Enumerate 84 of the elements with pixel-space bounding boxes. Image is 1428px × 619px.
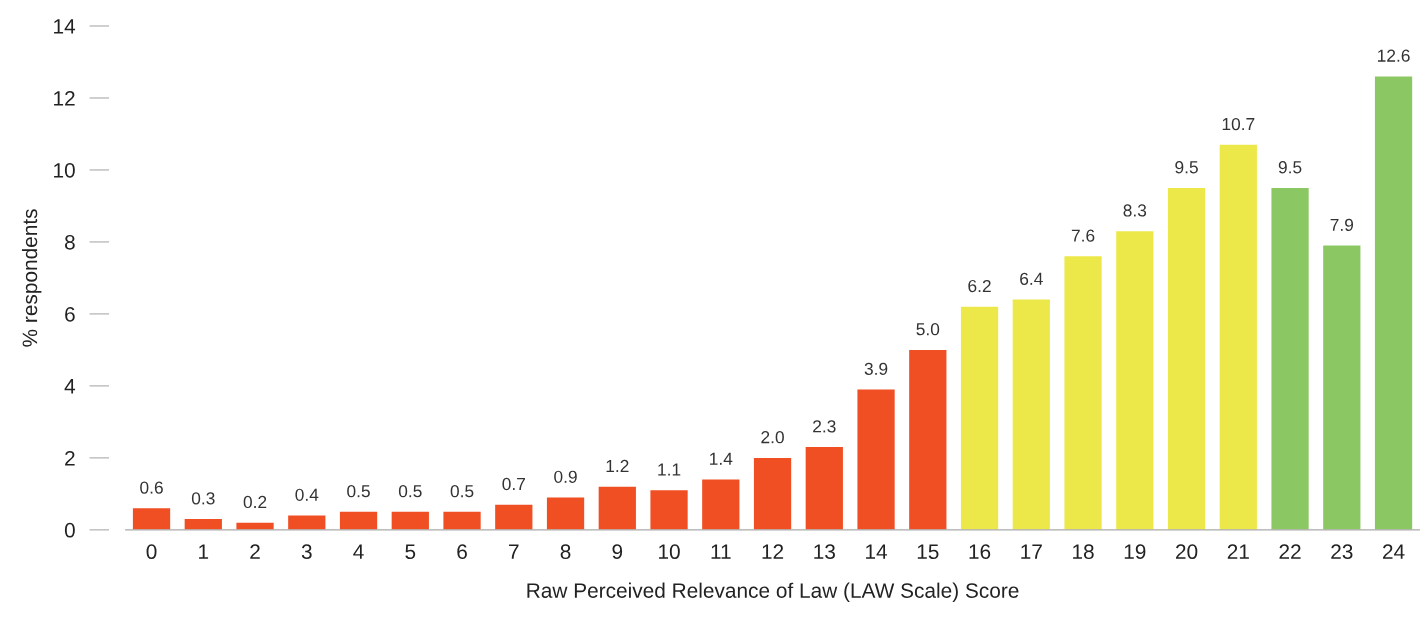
x-tick-label: 6 — [457, 544, 467, 560]
data-label: 0.7 — [502, 477, 525, 491]
x-tick-label: 2 — [250, 544, 260, 559]
data-label: 1.4 — [710, 452, 733, 465]
x-tick-label: 15 — [917, 544, 939, 560]
bar — [546, 497, 585, 530]
bar — [495, 504, 533, 530]
y-tick-label: 6 — [65, 306, 75, 322]
data-label: 1.1 — [658, 463, 681, 476]
bar — [702, 479, 740, 530]
bar — [339, 511, 378, 530]
bar — [1271, 187, 1309, 530]
y-tick-label: 14 — [54, 19, 76, 34]
x-tick-label: 10 — [659, 544, 680, 560]
bar — [1374, 76, 1413, 530]
bar — [443, 511, 481, 530]
x-tick-label: 17 — [1021, 544, 1042, 559]
data-label: 12.6 — [1377, 49, 1410, 62]
bar — [1219, 144, 1257, 530]
data-label: 5.0 — [916, 323, 940, 336]
data-label: 3.9 — [864, 362, 888, 375]
y-tick-label: 4 — [64, 379, 76, 394]
x-tick-label: 9 — [612, 544, 623, 560]
bar — [909, 349, 947, 530]
data-label: 0.4 — [295, 488, 319, 501]
y-axis-title: % respondents — [21, 209, 42, 347]
data-label: 0.9 — [554, 470, 577, 483]
bar — [184, 519, 222, 530]
x-tick-label: 13 — [814, 544, 835, 560]
data-label: 0.2 — [243, 495, 267, 509]
y-tick-label: 10 — [54, 162, 75, 178]
data-label: 9.5 — [1175, 161, 1198, 174]
x-tick-label: 16 — [969, 544, 991, 560]
x-tick-label: 3 — [301, 544, 312, 560]
x-tick-label: 12 — [762, 544, 784, 559]
data-label: 0.5 — [398, 485, 422, 498]
data-label: 9.5 — [1278, 161, 1302, 174]
bar — [857, 389, 895, 530]
x-tick-label: 1 — [199, 544, 209, 559]
x-tick-label: 11 — [711, 544, 731, 559]
bar — [1323, 245, 1361, 530]
x-tick-label: 23 — [1331, 544, 1353, 560]
bar — [805, 447, 843, 530]
bar — [288, 515, 326, 530]
y-tick-label: 12 — [54, 90, 75, 106]
bar — [1116, 231, 1154, 530]
x-tick-label: 8 — [560, 544, 571, 560]
bar — [1064, 256, 1102, 530]
x-tick-label: 19 — [1124, 544, 1146, 560]
x-tick-label: 24 — [1383, 544, 1405, 559]
bar — [650, 490, 688, 530]
x-tick-label: 18 — [1073, 544, 1094, 560]
x-axis-title: Raw Perceived Relevance of Law (LAW Scale) Score — [527, 582, 1019, 603]
data-label: 7.9 — [1330, 218, 1354, 231]
bar — [132, 508, 171, 530]
y-tick-label: 2 — [65, 450, 75, 466]
data-label: 0.6 — [140, 481, 163, 494]
data-label: 2.0 — [761, 431, 784, 444]
bar — [1012, 299, 1050, 530]
data-label: 0.3 — [191, 492, 215, 505]
data-label: 0.5 — [450, 485, 474, 498]
data-label: 10.7 — [1222, 117, 1255, 131]
bar — [598, 486, 636, 530]
x-tick-label: 7 — [509, 544, 519, 559]
bar — [1167, 187, 1206, 530]
bar — [753, 457, 792, 530]
data-label: 2.3 — [813, 420, 836, 433]
data-label: 8.3 — [1123, 204, 1147, 217]
data-label: 1.2 — [606, 459, 629, 472]
x-tick-label: 22 — [1279, 544, 1301, 559]
y-tick-label: 8 — [64, 234, 75, 250]
x-tick-label: 5 — [405, 544, 416, 560]
x-tick-label: 14 — [866, 544, 888, 559]
x-tick-label: 20 — [1176, 544, 1198, 560]
x-tick-label: 21 — [1227, 544, 1249, 559]
bar — [960, 306, 999, 530]
data-label: 6.2 — [968, 279, 991, 293]
bar — [391, 511, 429, 530]
data-label: 6.4 — [1020, 272, 1043, 285]
y-tick-label: 0 — [64, 522, 75, 538]
data-label: 0.5 — [347, 485, 370, 498]
x-tick-label: 4 — [353, 544, 364, 559]
data-label: 7.6 — [1071, 229, 1095, 242]
x-tick-label: 0 — [146, 544, 157, 560]
